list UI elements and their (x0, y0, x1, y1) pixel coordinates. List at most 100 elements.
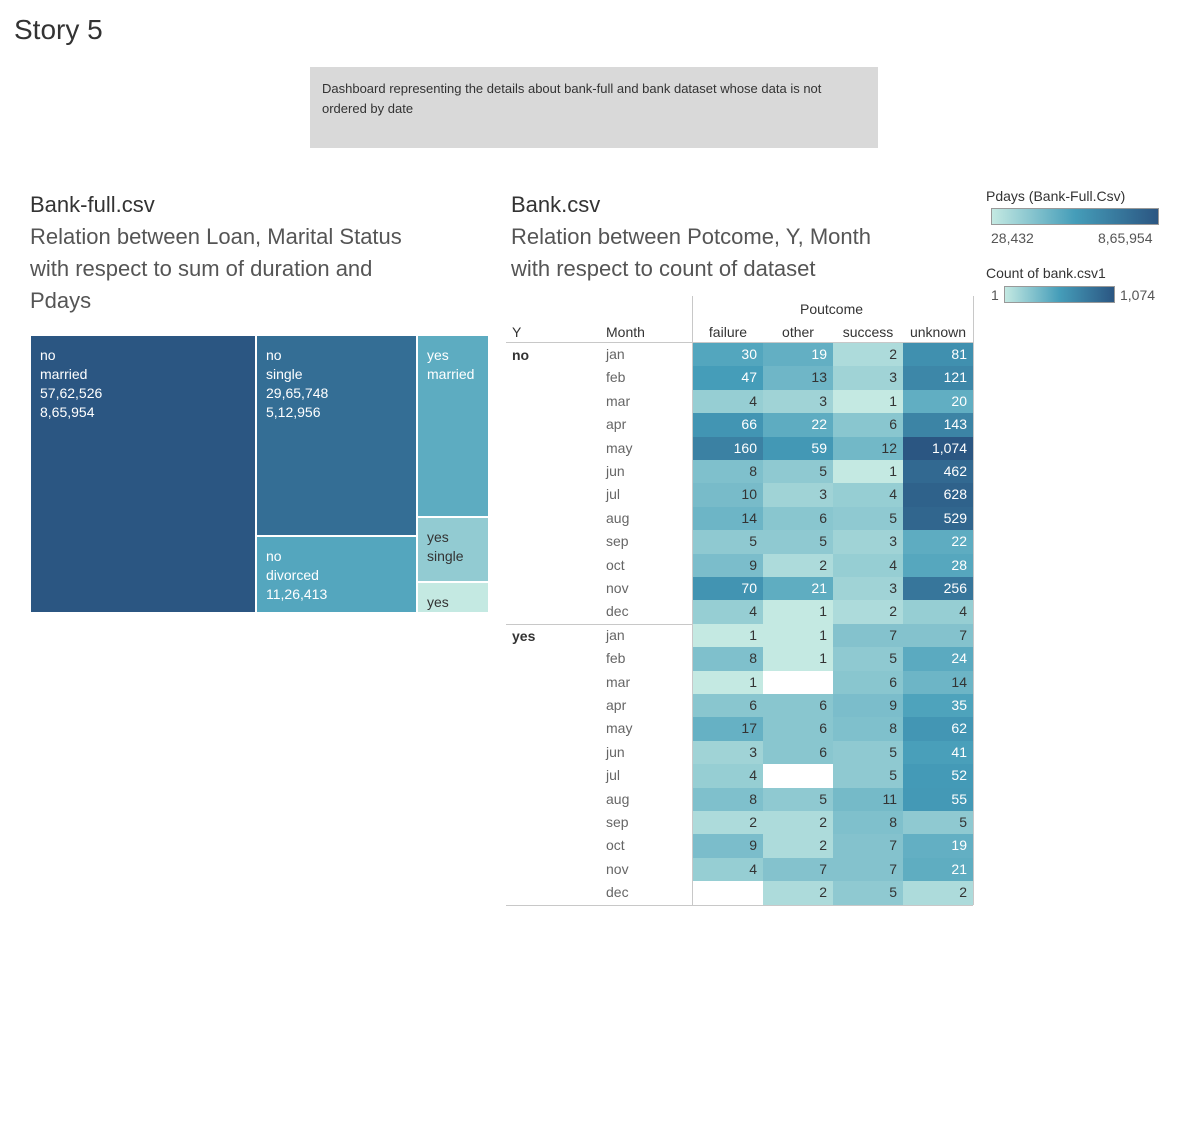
table-cell[interactable]: 5 (763, 530, 833, 555)
table-cell[interactable]: 14 (693, 506, 763, 531)
treemap-tile[interactable]: no single 29,65,748 5,12,956 (257, 336, 416, 535)
table-cell[interactable]: 55 (903, 787, 973, 812)
table-cell[interactable]: 21 (903, 857, 973, 882)
table-cell[interactable]: 8 (833, 811, 903, 835)
table-cell[interactable]: 7 (903, 623, 973, 648)
treemap-tile[interactable]: yes (418, 583, 488, 612)
table-cell[interactable]: 8 (693, 647, 763, 672)
table-cell[interactable]: 6 (833, 413, 903, 438)
table-cell[interactable]: 1 (693, 670, 763, 695)
table-cell[interactable]: 7 (833, 857, 903, 882)
table-cell[interactable]: 4 (693, 600, 763, 625)
table-cell[interactable]: 6 (693, 694, 763, 718)
table-cell[interactable] (763, 670, 833, 695)
table-cell[interactable]: 5 (833, 647, 903, 672)
table-cell[interactable]: 22 (763, 413, 833, 438)
table-cell[interactable]: 6 (763, 717, 833, 742)
table-cell[interactable]: 2 (763, 553, 833, 578)
treemap-tile[interactable]: no married 57,62,526 8,65,954 (31, 336, 255, 612)
table-cell[interactable]: 5 (903, 811, 973, 835)
table-cell[interactable]: 7 (763, 857, 833, 882)
table-cell[interactable]: 28 (903, 553, 973, 578)
table-cell[interactable]: 1 (763, 623, 833, 648)
table-cell[interactable]: 1 (833, 389, 903, 414)
table-cell[interactable]: 30 (693, 343, 763, 367)
table-cell[interactable]: 3 (693, 740, 763, 765)
table-cell[interactable]: 4 (693, 389, 763, 414)
table-cell[interactable]: 5 (763, 787, 833, 812)
table-cell[interactable]: 6 (833, 670, 903, 695)
table-cell[interactable]: 462 (903, 460, 973, 484)
table-cell[interactable]: 35 (903, 694, 973, 718)
table-cell[interactable]: 5 (833, 506, 903, 531)
table-cell[interactable]: 256 (903, 577, 973, 601)
table-cell[interactable]: 62 (903, 717, 973, 742)
table-cell[interactable]: 6 (763, 740, 833, 765)
table-cell[interactable]: 1 (693, 623, 763, 648)
table-cell[interactable] (693, 881, 763, 906)
table-cell[interactable]: 9 (693, 834, 763, 859)
table-cell[interactable]: 59 (763, 436, 833, 461)
table-cell[interactable]: 628 (903, 483, 973, 508)
table-cell[interactable]: 4 (903, 600, 973, 625)
table-cell[interactable]: 4 (693, 764, 763, 789)
table-cell[interactable]: 1 (833, 460, 903, 484)
table-cell[interactable]: 14 (903, 670, 973, 695)
table-cell[interactable]: 5 (833, 881, 903, 906)
table-cell[interactable]: 6 (763, 694, 833, 718)
table-cell[interactable]: 47 (693, 366, 763, 391)
table-cell[interactable]: 81 (903, 343, 973, 367)
table-cell[interactable]: 4 (693, 857, 763, 882)
table-cell[interactable]: 7 (833, 623, 903, 648)
table-cell[interactable]: 11 (833, 787, 903, 812)
table-cell[interactable]: 8 (693, 787, 763, 812)
table-cell[interactable]: 143 (903, 413, 973, 438)
table-cell[interactable]: 2 (833, 343, 903, 367)
table-cell[interactable]: 2 (763, 811, 833, 835)
table-cell[interactable]: 529 (903, 506, 973, 531)
table-cell[interactable]: 19 (903, 834, 973, 859)
table-cell[interactable]: 7 (833, 834, 903, 859)
table-cell[interactable]: 2 (833, 600, 903, 625)
table-cell[interactable]: 5 (763, 460, 833, 484)
table-cell[interactable]: 3 (833, 577, 903, 601)
table-cell[interactable]: 24 (903, 647, 973, 672)
table-cell[interactable]: 9 (693, 553, 763, 578)
table-cell[interactable]: 22 (903, 530, 973, 555)
table-cell[interactable]: 5 (693, 530, 763, 555)
table-cell[interactable]: 1 (763, 600, 833, 625)
table-cell[interactable]: 8 (833, 717, 903, 742)
table-cell[interactable] (763, 764, 833, 789)
table-cell[interactable]: 160 (693, 436, 763, 461)
table-cell[interactable]: 20 (903, 389, 973, 414)
table-cell[interactable]: 66 (693, 413, 763, 438)
table-cell[interactable]: 2 (903, 881, 973, 906)
table-cell[interactable]: 21 (763, 577, 833, 601)
table-cell[interactable]: 4 (833, 483, 903, 508)
table-cell[interactable]: 2 (763, 834, 833, 859)
table-cell[interactable]: 3 (763, 389, 833, 414)
table-cell[interactable]: 8 (693, 460, 763, 484)
table-cell[interactable]: 5 (833, 764, 903, 789)
table-cell[interactable]: 52 (903, 764, 973, 789)
table-cell[interactable]: 9 (833, 694, 903, 718)
table-cell[interactable]: 3 (833, 366, 903, 391)
table-cell[interactable]: 1 (763, 647, 833, 672)
table-cell[interactable]: 1,074 (903, 436, 973, 461)
table-cell[interactable]: 3 (833, 530, 903, 555)
table-cell[interactable]: 6 (763, 506, 833, 531)
table-cell[interactable]: 4 (833, 553, 903, 578)
table-cell[interactable]: 70 (693, 577, 763, 601)
table-cell[interactable]: 2 (693, 811, 763, 835)
table-cell[interactable]: 2 (763, 881, 833, 906)
table-cell[interactable]: 41 (903, 740, 973, 765)
table-cell[interactable]: 19 (763, 343, 833, 367)
treemap-tile[interactable]: yes single (418, 518, 488, 581)
table-cell[interactable]: 3 (763, 483, 833, 508)
treemap-tile[interactable]: no divorced 11,26,413 (257, 537, 416, 612)
table-cell[interactable]: 12 (833, 436, 903, 461)
table-cell[interactable]: 13 (763, 366, 833, 391)
table-cell[interactable]: 17 (693, 717, 763, 742)
table-cell[interactable]: 121 (903, 366, 973, 391)
treemap-tile[interactable]: yes married (418, 336, 488, 516)
